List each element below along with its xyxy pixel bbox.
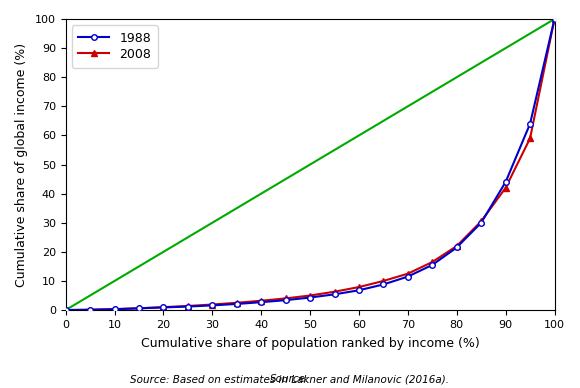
1988 bbox=[404, 274, 411, 279]
Line: 1988: 1988 bbox=[63, 16, 557, 313]
1988 bbox=[111, 307, 118, 312]
1988 bbox=[502, 180, 509, 184]
2008 bbox=[429, 260, 436, 264]
2008 bbox=[356, 285, 362, 289]
1988 bbox=[356, 288, 362, 293]
1988 bbox=[86, 307, 93, 312]
Legend: 1988, 2008: 1988, 2008 bbox=[72, 25, 158, 68]
1988 bbox=[282, 298, 289, 303]
X-axis label: Cumulative share of population ranked by income (%): Cumulative share of population ranked by… bbox=[141, 337, 480, 350]
1988 bbox=[331, 292, 338, 297]
2008 bbox=[136, 306, 143, 311]
2008 bbox=[209, 302, 216, 307]
1988 bbox=[62, 308, 69, 312]
1988 bbox=[307, 295, 314, 300]
Text: Source: Based on estimates in Lakner and Milanovic (2016a).: Source: Based on estimates in Lakner and… bbox=[130, 374, 450, 384]
2008 bbox=[527, 136, 534, 141]
1988 bbox=[429, 263, 436, 267]
2008 bbox=[160, 305, 167, 310]
Y-axis label: Cumulative share of global income (%): Cumulative share of global income (%) bbox=[15, 42, 28, 287]
2008 bbox=[331, 289, 338, 294]
2008 bbox=[380, 279, 387, 283]
2008 bbox=[307, 293, 314, 298]
1988 bbox=[136, 306, 143, 311]
2008 bbox=[62, 308, 69, 312]
2008 bbox=[86, 307, 93, 312]
1988 bbox=[527, 121, 534, 126]
2008 bbox=[551, 17, 558, 21]
Line: 2008: 2008 bbox=[63, 16, 557, 313]
1988 bbox=[258, 300, 264, 305]
2008 bbox=[502, 185, 509, 190]
1988 bbox=[380, 282, 387, 287]
1988 bbox=[551, 17, 558, 21]
1988 bbox=[209, 303, 216, 308]
Text: Source:: Source: bbox=[270, 374, 310, 384]
2008 bbox=[111, 307, 118, 312]
1988 bbox=[184, 304, 191, 309]
2008 bbox=[184, 304, 191, 308]
2008 bbox=[453, 244, 460, 248]
1988 bbox=[160, 305, 167, 310]
1988 bbox=[233, 301, 240, 306]
2008 bbox=[478, 219, 485, 223]
2008 bbox=[404, 271, 411, 276]
2008 bbox=[233, 300, 240, 305]
1988 bbox=[453, 245, 460, 250]
2008 bbox=[282, 296, 289, 301]
2008 bbox=[258, 298, 264, 303]
1988 bbox=[478, 220, 485, 225]
